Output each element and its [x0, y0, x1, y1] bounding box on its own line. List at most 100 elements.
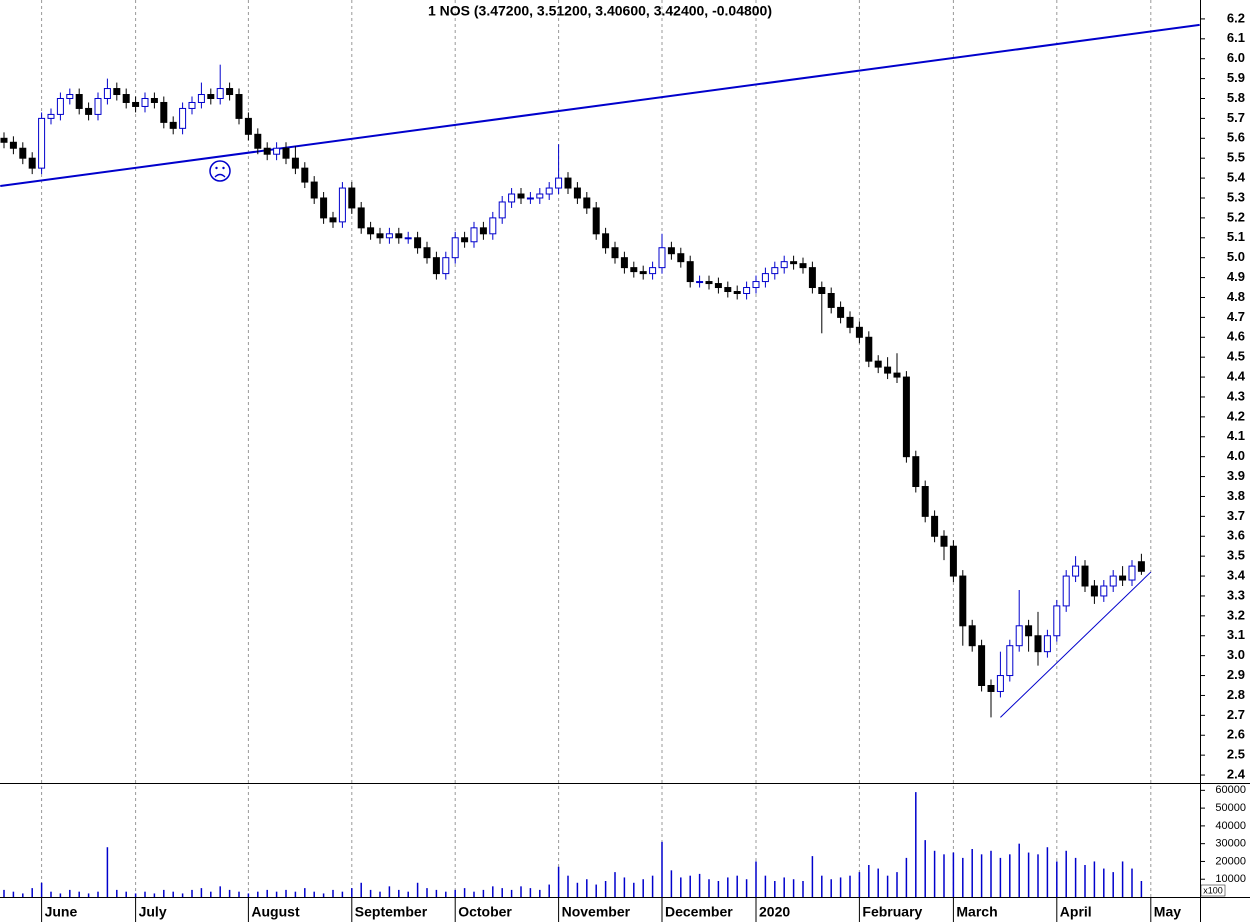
y-tick-label: 4.0 — [1227, 448, 1245, 463]
x-tick-label: May — [1154, 904, 1181, 920]
y-tick-label: 4.2 — [1227, 408, 1245, 423]
candle-body — [94, 97, 102, 115]
candle-body — [536, 193, 544, 199]
y-tick-label: 4.3 — [1227, 388, 1245, 403]
volume-tick-label: 10000 — [1215, 873, 1246, 885]
candle-body — [771, 267, 779, 275]
y-tick-label: 5.8 — [1227, 90, 1245, 105]
y-tick-label: 4.9 — [1227, 269, 1245, 284]
x-tick-label: December — [665, 904, 733, 920]
candle-body — [226, 88, 234, 96]
candle-body — [56, 97, 64, 115]
candle-body — [1006, 645, 1014, 677]
candle-body — [790, 261, 798, 265]
volume-unit: x100 — [1203, 885, 1223, 895]
candle-body — [658, 247, 666, 269]
candle-body — [216, 88, 224, 99]
y-tick-label: 6.2 — [1227, 10, 1245, 25]
candle-body — [545, 187, 553, 195]
candle-body — [1043, 635, 1051, 653]
y-tick-label: 2.8 — [1227, 687, 1245, 702]
candle-body — [75, 94, 83, 109]
candle-body — [761, 273, 769, 283]
candle-body — [310, 181, 318, 199]
candle-body — [1053, 605, 1061, 637]
y-tick-label: 2.4 — [1227, 766, 1246, 781]
candle-body — [150, 97, 158, 103]
candle-body — [301, 167, 309, 183]
candle-body — [686, 261, 694, 283]
candle-body — [714, 283, 722, 289]
candle-body — [602, 233, 610, 249]
candle-body — [667, 247, 675, 255]
y-tick-label: 2.9 — [1227, 667, 1245, 682]
y-tick-label: 5.6 — [1227, 130, 1245, 145]
candle-body — [1034, 635, 1042, 653]
candle-body — [291, 157, 299, 169]
candle-body — [592, 207, 600, 235]
candle-body — [884, 366, 892, 374]
candle-body — [0, 137, 8, 143]
candle-body — [498, 201, 506, 219]
volume-tick-label: 30000 — [1215, 838, 1246, 850]
candle-body — [996, 675, 1004, 692]
candle-body — [113, 88, 121, 96]
candle-body — [752, 281, 760, 289]
candle-body — [724, 287, 732, 293]
candle-body — [743, 287, 751, 295]
candle-body — [385, 233, 393, 239]
candle-body — [38, 117, 46, 169]
trend-line — [0, 23, 1200, 188]
candle-body — [630, 267, 638, 273]
unit-box — [1200, 884, 1226, 897]
candle-body — [66, 94, 74, 99]
candle-body — [489, 217, 497, 235]
candle-body — [620, 257, 628, 269]
candle-body — [1025, 625, 1033, 637]
candle-body — [874, 360, 882, 368]
candle-body — [103, 88, 111, 99]
candle-body — [1090, 585, 1098, 597]
chart-title: 1 NOS (3.47200, 3.51200, 3.40600, 3.4240… — [428, 3, 772, 19]
candle-body — [526, 197, 534, 200]
candle-body — [696, 281, 704, 284]
x-tick-label: July — [139, 904, 167, 920]
y-tick-label: 4.5 — [1227, 349, 1245, 364]
candle-body — [987, 684, 995, 692]
volume-tick-label: 40000 — [1215, 820, 1246, 832]
x-tick-label: September — [355, 904, 428, 920]
candle-body — [564, 177, 572, 189]
candle-body — [367, 227, 375, 235]
candle-body — [827, 293, 835, 308]
candle-body — [583, 197, 591, 209]
candle-body — [846, 316, 854, 328]
candle-body — [837, 306, 845, 318]
candle-body — [921, 486, 929, 517]
candle-body — [122, 94, 130, 103]
candle-body — [978, 645, 986, 686]
candle-body — [9, 141, 17, 149]
candle-body — [244, 117, 252, 135]
candle-body — [555, 177, 563, 189]
volume-tick-label: 50000 — [1215, 802, 1246, 814]
y-tick-label: 4.8 — [1227, 289, 1245, 304]
candle-body — [1100, 585, 1108, 597]
candle-body — [263, 147, 271, 155]
y-tick-label: 3.3 — [1227, 587, 1245, 602]
volume-tick-label: 60000 — [1215, 784, 1246, 796]
candle-body — [808, 267, 816, 289]
candle-body — [169, 121, 177, 129]
candle-body — [461, 237, 469, 243]
y-tick-label: 3.1 — [1227, 627, 1245, 642]
candle-body — [348, 187, 356, 209]
y-tick-label: 4.7 — [1227, 309, 1245, 324]
y-tick-label: 2.7 — [1227, 707, 1245, 722]
candle-body — [395, 233, 403, 239]
candle-body — [780, 261, 788, 269]
candle-body — [1062, 575, 1070, 607]
candle-body — [573, 187, 581, 199]
y-tick-label: 4.1 — [1227, 428, 1245, 443]
candle-body — [799, 263, 807, 269]
y-tick-label: 3.8 — [1227, 488, 1245, 503]
